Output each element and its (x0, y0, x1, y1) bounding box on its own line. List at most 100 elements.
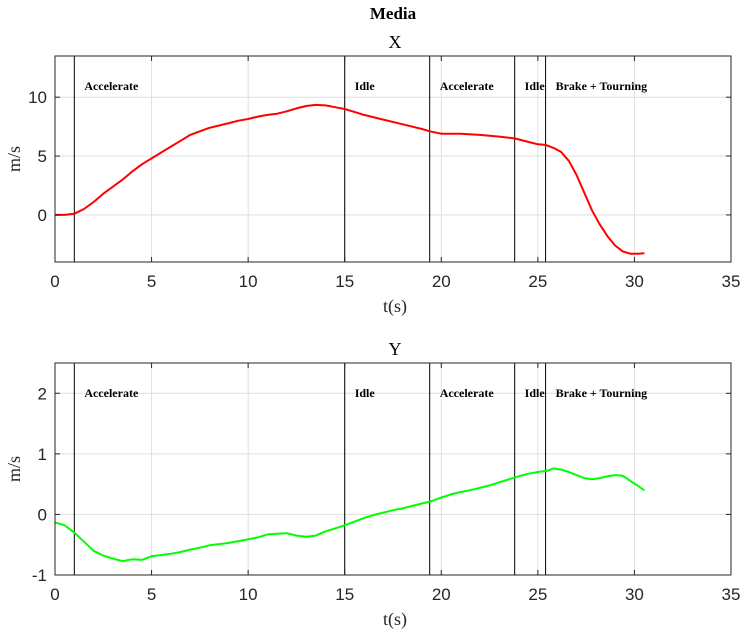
event-label: Idle (525, 79, 546, 93)
x-tick-label: 30 (625, 585, 644, 604)
data-point (353, 111, 355, 113)
data-point (64, 524, 66, 526)
data-point (546, 470, 549, 472)
data-point (479, 134, 481, 136)
data-point (228, 122, 230, 124)
data-point (315, 535, 317, 537)
data-point (421, 128, 423, 130)
data-point (286, 110, 288, 112)
subplot-x: X Accelerate Idle Accelerate Idle Brake + Tou… (4, 32, 740, 317)
y-axis-label: m/s (4, 146, 24, 172)
plot-area (55, 56, 731, 262)
data-point (305, 105, 307, 107)
data-point (429, 130, 431, 132)
data-point (189, 548, 191, 551)
event-label: Accelerate (84, 386, 139, 400)
data-point (228, 542, 230, 544)
data-point (568, 471, 570, 473)
data-point (440, 133, 442, 135)
data-point (237, 540, 240, 542)
data-point (517, 475, 520, 477)
y-tick-label: 2 (38, 384, 47, 403)
data-point (112, 558, 114, 560)
x-tick-label: 5 (147, 585, 156, 604)
x-tick-label: 20 (432, 272, 451, 291)
data-point (402, 123, 404, 125)
plot-area (55, 363, 731, 575)
data-line (55, 103, 645, 255)
data-point (450, 493, 452, 496)
data-point (527, 141, 529, 143)
y-tick-label: 1 (38, 445, 47, 464)
data-point (537, 471, 539, 473)
data-point (170, 553, 172, 555)
data-point (344, 108, 346, 110)
event-label: Accelerate (84, 79, 139, 93)
axes-box (54, 55, 732, 263)
y-tick-label: 0 (38, 505, 47, 524)
data-point (141, 559, 143, 561)
data-point (629, 253, 632, 255)
subplot-title: Y (389, 339, 402, 359)
x-tick-label: 25 (528, 272, 547, 291)
data-point (363, 517, 365, 519)
y-axis-label: m/s (4, 456, 24, 482)
data-point (460, 133, 462, 135)
data-point (479, 487, 481, 489)
data-point (266, 114, 269, 116)
data-point (218, 124, 220, 127)
data-point (102, 555, 104, 557)
data-point (334, 527, 336, 529)
data-point (305, 536, 307, 538)
event-label: Brake + Tourning (556, 79, 648, 93)
data-point (324, 104, 326, 107)
data-point (83, 208, 85, 210)
data-point (64, 214, 66, 216)
data-point (637, 253, 639, 255)
data-point (606, 235, 608, 237)
data-point (208, 127, 211, 129)
data-point (344, 524, 346, 526)
y-tick-label: 10 (28, 88, 47, 107)
data-point (440, 496, 442, 499)
data-point (614, 244, 616, 247)
x-tick-label: 10 (239, 272, 258, 291)
data-point (575, 474, 578, 476)
data-point (324, 530, 326, 532)
x-tick-label: 30 (625, 272, 644, 291)
data-point (560, 469, 562, 471)
data-point (247, 118, 249, 120)
data-point (334, 106, 336, 108)
data-point (353, 521, 355, 523)
x-axis-label: t(s) (383, 609, 407, 630)
data-point (591, 209, 593, 211)
data-point (373, 514, 375, 516)
data-point (266, 533, 269, 536)
event-label: Accelerate (440, 79, 495, 93)
data-point (537, 143, 539, 145)
event-label: Brake + Tourning (556, 386, 648, 400)
data-point (179, 140, 182, 142)
data-point (208, 544, 211, 546)
data-point (141, 163, 143, 165)
data-point (179, 551, 182, 553)
data-point (527, 473, 529, 475)
event-label: Idle (525, 386, 546, 400)
data-point (575, 174, 578, 176)
data-point (583, 191, 585, 194)
data-point (469, 489, 471, 491)
data-point (150, 555, 153, 557)
data-point (411, 505, 413, 507)
data-point (544, 144, 547, 146)
data-point (112, 186, 114, 188)
data-point (295, 107, 298, 109)
data-point (560, 151, 562, 153)
data-point (286, 532, 288, 534)
data-point (583, 477, 585, 479)
data-point (93, 550, 95, 552)
data-point (150, 157, 153, 160)
data-point (629, 480, 632, 482)
data-point (622, 250, 624, 253)
figure-title: Media (370, 4, 417, 23)
